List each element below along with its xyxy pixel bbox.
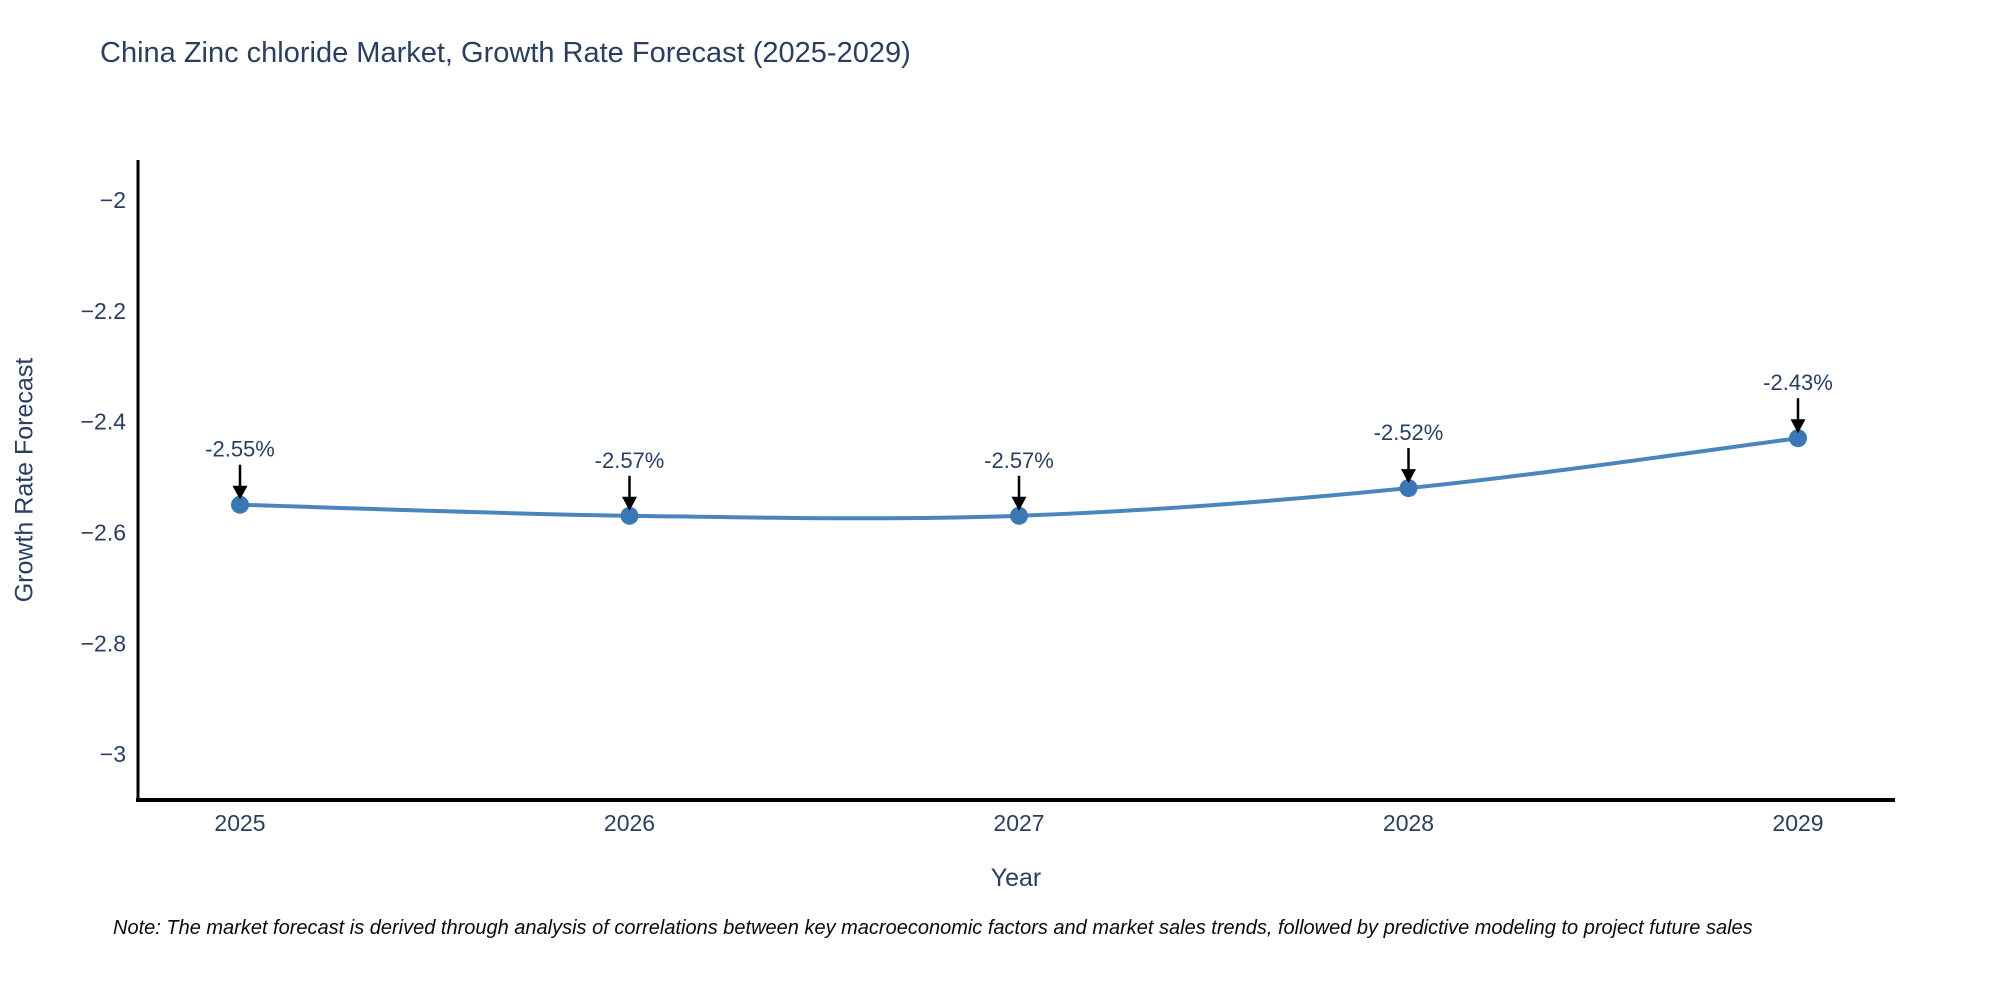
- y-tick-label: −2.6: [81, 519, 126, 545]
- x-tick-label: 2026: [604, 810, 655, 836]
- y-tick-label: −2.2: [81, 298, 126, 324]
- x-tick-label: 2029: [1772, 810, 1823, 836]
- data-point-label: -2.57%: [984, 448, 1054, 473]
- data-point-label: -2.55%: [205, 437, 275, 462]
- footnote: Note: The market forecast is derived thr…: [113, 917, 1753, 939]
- annotation-arrowhead: [1011, 496, 1027, 511]
- annotation-arrowhead: [232, 485, 248, 500]
- data-point-label: -2.57%: [595, 448, 665, 473]
- x-axis-title: Year: [990, 864, 1042, 892]
- data-point-marker: [620, 506, 639, 525]
- x-tick-label: 2027: [993, 810, 1044, 836]
- annotation-arrowhead: [622, 496, 637, 511]
- y-tick-label: −2.8: [81, 630, 126, 656]
- y-tick-label: −2.4: [81, 409, 127, 435]
- annotation-arrowhead: [1790, 419, 1806, 434]
- data-point-marker: [231, 495, 249, 514]
- y-tick-label: −2: [100, 187, 126, 213]
- y-tick-label: −3: [100, 741, 126, 767]
- y-axis-title: Growth Rate Forecast: [10, 357, 39, 603]
- data-point-marker: [1789, 429, 1807, 448]
- annotation-arrowhead: [1401, 469, 1416, 484]
- data-point-label: -2.52%: [1374, 420, 1444, 445]
- x-tick-label: 2025: [214, 810, 265, 836]
- data-point-label: -2.43%: [1763, 370, 1833, 395]
- x-tick-label: 2028: [1383, 810, 1434, 836]
- data-point-marker: [1399, 479, 1418, 498]
- chart-title: China Zinc chloride Market, Growth Rate …: [100, 37, 911, 69]
- data-point-marker: [1010, 506, 1028, 525]
